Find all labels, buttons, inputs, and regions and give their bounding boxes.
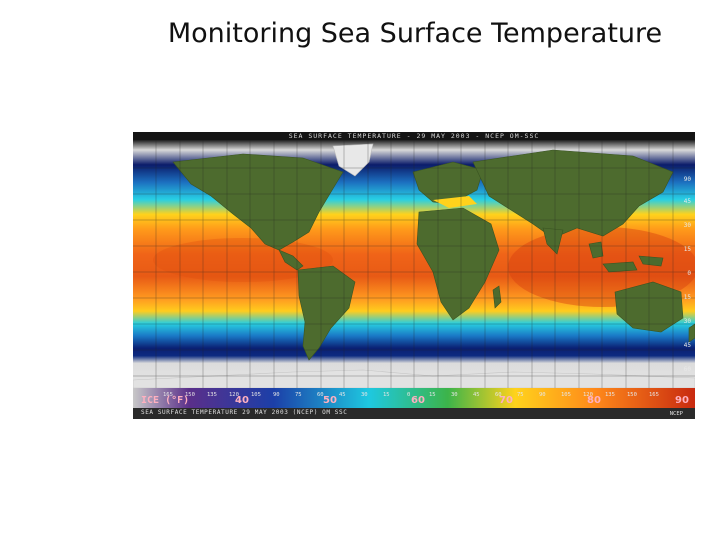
scale-label: 40 [235,395,249,406]
lon-label: 30 [451,392,458,398]
lon-label: 60 [495,392,502,398]
lon-label: 135 [605,392,615,398]
lon-label: 0 [407,392,411,398]
scale-label: 60 [411,395,425,406]
ice-unit-label: ICE (°F) [141,395,190,406]
lon-label: 150 [627,392,637,398]
lon-label: 165 [163,392,173,398]
scale-label: 90 [675,395,689,406]
lat-label: 45 [683,198,691,205]
lat-label: 15 [683,294,691,301]
lat-label: 90 [683,176,691,183]
lon-label: 90 [273,392,280,398]
lon-label: 105 [561,392,571,398]
temperature-scale-bar [133,388,695,408]
lon-label: 165 [649,392,659,398]
lon-label: 150 [185,392,195,398]
scale-label: 80 [587,395,601,406]
slide-title: Monitoring Sea Surface Temperature [167,18,663,49]
sst-map: SEA SURFACE TEMPERATURE - 29 MAY 2003 - … [133,132,695,419]
lat-label: 60 [683,366,691,373]
lon-label: 30 [361,392,368,398]
lat-label: 30 [683,222,691,229]
lat-label: 0 [687,270,691,277]
lon-label: 135 [207,392,217,398]
map-bottom-caption: SEA SURFACE TEMPERATURE 29 MAY 2003 (NCE… [141,409,348,416]
lat-label: 30 [683,318,691,325]
scale-label: 70 [499,395,513,406]
lon-label: 90 [539,392,546,398]
lon-label: 75 [517,392,524,398]
scale-label: 50 [323,395,337,406]
lat-label: 15 [683,246,691,253]
lat-label: 45 [683,342,691,349]
sst-map-image [133,140,695,419]
lon-label: 45 [339,392,346,398]
lon-label: 75 [295,392,302,398]
map-source-label: NCEP [669,411,683,417]
lon-label: 45 [473,392,480,398]
lon-label: 105 [251,392,261,398]
lon-label: 15 [383,392,390,398]
lon-label: 120 [229,392,239,398]
lon-label: 120 [583,392,593,398]
lon-label: 60 [317,392,324,398]
lon-label: 15 [429,392,436,398]
map-top-caption: SEA SURFACE TEMPERATURE - 29 MAY 2003 - … [288,132,540,140]
